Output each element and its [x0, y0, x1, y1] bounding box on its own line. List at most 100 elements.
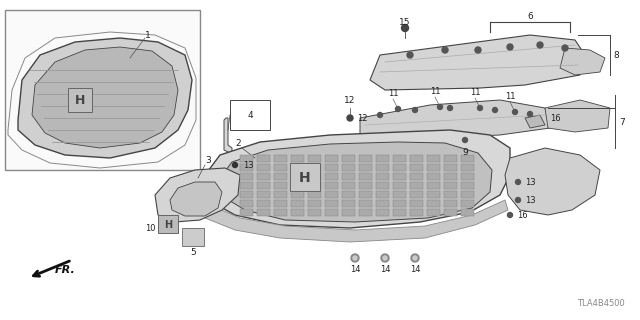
Circle shape [515, 180, 520, 185]
Text: 13: 13 [525, 178, 535, 187]
Polygon shape [220, 142, 492, 222]
Bar [376, 191, 389, 198]
Bar [393, 191, 406, 198]
Bar [444, 200, 457, 207]
Bar [444, 191, 457, 198]
Bar [291, 191, 304, 198]
Bar [308, 164, 321, 171]
Circle shape [463, 138, 467, 142]
Bar [427, 155, 440, 162]
Bar [291, 155, 304, 162]
Circle shape [381, 254, 389, 262]
Bar [291, 200, 304, 207]
Bar [393, 209, 406, 216]
Bar [376, 173, 389, 180]
Circle shape [442, 47, 448, 53]
Bar [68, 88, 92, 112]
Polygon shape [560, 48, 605, 75]
Bar [325, 200, 338, 207]
Text: 10: 10 [145, 223, 156, 233]
Text: TLA4B4500: TLA4B4500 [577, 299, 625, 308]
Bar [342, 173, 355, 180]
Bar [274, 155, 287, 162]
Bar [257, 200, 270, 207]
Circle shape [383, 256, 387, 260]
Text: FR.: FR. [55, 265, 76, 275]
Polygon shape [360, 100, 550, 142]
Bar [274, 191, 287, 198]
Text: 8: 8 [613, 51, 619, 60]
Bar [257, 155, 270, 162]
Bar [427, 200, 440, 207]
Polygon shape [370, 35, 585, 90]
Bar [291, 209, 304, 216]
Circle shape [515, 197, 520, 203]
Text: 3: 3 [205, 156, 211, 164]
Bar [325, 191, 338, 198]
Bar [376, 209, 389, 216]
Bar [342, 155, 355, 162]
Circle shape [507, 44, 513, 50]
Bar [274, 209, 287, 216]
Bar [240, 209, 253, 216]
Bar [257, 182, 270, 189]
Bar [410, 182, 423, 189]
Text: 1: 1 [145, 30, 151, 39]
Circle shape [438, 105, 442, 109]
Bar [427, 164, 440, 171]
Bar [240, 164, 253, 171]
Bar [393, 173, 406, 180]
Text: 15: 15 [399, 18, 411, 27]
Bar [461, 164, 474, 171]
Bar [257, 209, 270, 216]
Text: 16: 16 [516, 211, 527, 220]
Bar [376, 164, 389, 171]
Text: H: H [75, 93, 85, 107]
Bar [308, 173, 321, 180]
Bar [444, 182, 457, 189]
Bar [182, 228, 204, 246]
Bar [325, 155, 338, 162]
Circle shape [508, 212, 513, 218]
Bar [359, 209, 372, 216]
Bar [393, 155, 406, 162]
Bar [308, 191, 321, 198]
Bar [274, 200, 287, 207]
Circle shape [475, 47, 481, 53]
Circle shape [447, 106, 452, 110]
Circle shape [378, 113, 383, 117]
Bar [342, 200, 355, 207]
Circle shape [353, 256, 357, 260]
Circle shape [513, 109, 518, 115]
Bar [410, 209, 423, 216]
Bar [240, 155, 253, 162]
Bar [376, 200, 389, 207]
Circle shape [407, 52, 413, 58]
Text: 16: 16 [550, 114, 560, 123]
Bar [427, 191, 440, 198]
Bar [393, 164, 406, 171]
Circle shape [537, 42, 543, 48]
Text: 14: 14 [349, 266, 360, 275]
Bar [393, 182, 406, 189]
Bar [359, 191, 372, 198]
Bar [308, 182, 321, 189]
Polygon shape [505, 148, 600, 215]
Text: 2: 2 [235, 139, 241, 148]
Bar [359, 164, 372, 171]
Bar [444, 173, 457, 180]
Bar [444, 164, 457, 171]
Circle shape [477, 106, 483, 110]
Circle shape [413, 256, 417, 260]
Bar [376, 155, 389, 162]
Bar [257, 191, 270, 198]
Polygon shape [545, 100, 610, 132]
Bar [291, 173, 304, 180]
Text: 6: 6 [527, 12, 533, 20]
Bar [308, 200, 321, 207]
Text: 9: 9 [462, 148, 468, 156]
Bar [461, 209, 474, 216]
Text: 13: 13 [243, 161, 253, 170]
Circle shape [232, 163, 237, 167]
Bar [257, 164, 270, 171]
